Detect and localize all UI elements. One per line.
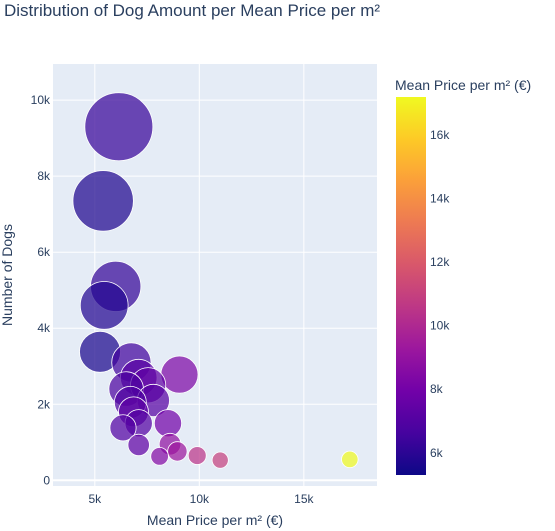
y-tick-label: 4k — [37, 321, 51, 335]
x-axis-title: Mean Price per m² (€) — [147, 512, 283, 528]
y-axis-ticks: 0 2k 4k 6k 8k 10k — [31, 93, 51, 487]
colorbar-tick-label: 6k — [430, 446, 444, 460]
x-tick-label: 10k — [190, 492, 210, 506]
bubble[interactable] — [127, 433, 150, 457]
bubble[interactable] — [109, 414, 137, 442]
x-axis-ticks: 5k 10k 15k — [88, 492, 314, 506]
y-tick-label: 0 — [43, 473, 50, 487]
x-tick-label: 5k — [88, 492, 102, 506]
x-tick-label: 15k — [294, 492, 314, 506]
bubble[interactable] — [211, 451, 229, 469]
bubbles — [72, 92, 359, 469]
bubble[interactable] — [160, 355, 199, 394]
bubble[interactable] — [167, 441, 188, 462]
bubble[interactable] — [187, 446, 207, 465]
colorbar-tick-label: 10k — [430, 319, 450, 333]
y-tick-label: 8k — [37, 169, 51, 183]
colorbar-tick-label: 16k — [430, 128, 450, 142]
bubble[interactable] — [79, 281, 129, 330]
bubble[interactable] — [72, 170, 134, 232]
bubble[interactable] — [153, 409, 183, 438]
y-tick-label: 2k — [37, 397, 51, 411]
chart-title: Distribution of Dog Amount per Mean Pric… — [4, 1, 381, 20]
colorbar-tick-label: 14k — [430, 192, 450, 206]
bubble[interactable] — [341, 450, 359, 469]
y-axis-title: Number of Dogs — [0, 224, 15, 326]
y-tick-label: 10k — [31, 93, 51, 107]
colorbar-ticks: 6k 8k 10k 12k 14k 16k — [430, 128, 450, 460]
colorbar-tick-label: 12k — [430, 255, 450, 269]
y-tick-label: 6k — [37, 245, 51, 259]
colorbar-tick-label: 8k — [430, 382, 444, 396]
colorbar — [396, 97, 426, 475]
bubble[interactable] — [150, 447, 169, 466]
bubble[interactable] — [84, 92, 154, 162]
colorbar-title: Mean Price per m² (€) — [395, 77, 531, 93]
